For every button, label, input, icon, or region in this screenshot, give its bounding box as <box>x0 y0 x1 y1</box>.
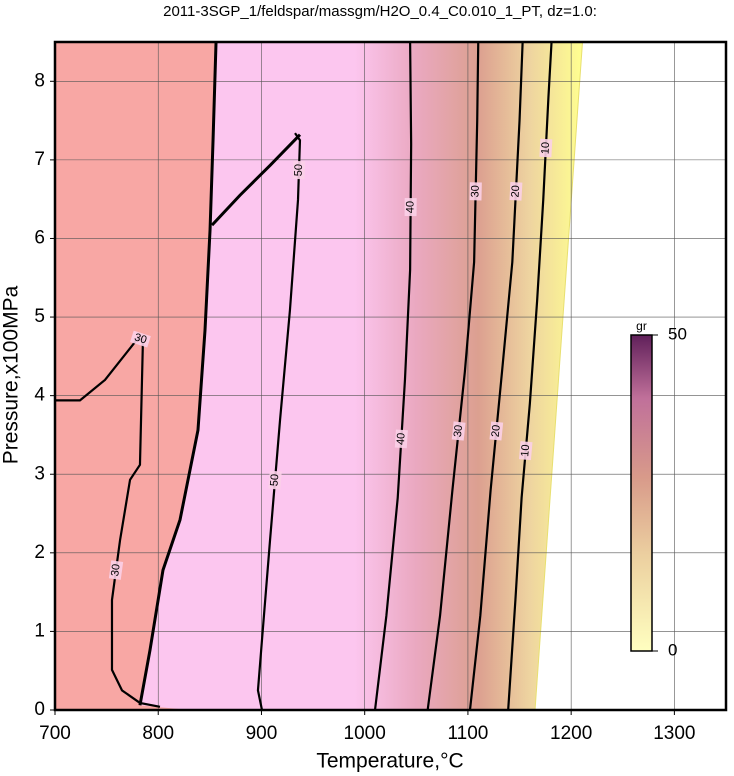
y-tick-label: 8 <box>34 70 45 91</box>
contour-label-bg <box>539 138 553 158</box>
contour-label-bg <box>130 330 151 348</box>
x-tick-label: 700 <box>39 723 71 744</box>
contour-label: 30 <box>109 563 123 577</box>
x-tick-label: 1000 <box>344 723 386 744</box>
colorbar-tick-label: 0 <box>668 640 677 659</box>
contour-label: 40 <box>404 201 416 213</box>
colorbar <box>630 334 653 652</box>
phase-boundary <box>210 133 302 227</box>
contour-label: 30 <box>133 331 148 346</box>
x-tick-label: 1100 <box>447 723 488 744</box>
contour-label-bg <box>292 160 306 180</box>
x-tick-label: 900 <box>246 723 278 744</box>
y-tick-label: 6 <box>34 227 45 248</box>
y-tick-label: 5 <box>34 306 45 327</box>
colorbar-tick-label: 50 <box>668 324 687 343</box>
y-tick-label: 3 <box>34 463 45 484</box>
edge-line <box>534 41 584 711</box>
contour-label-bg <box>268 470 282 490</box>
x-tick-label: 1300 <box>653 723 695 744</box>
contour-line <box>426 41 480 711</box>
contour-line <box>373 41 413 711</box>
contour-label: 20 <box>510 185 523 198</box>
x-tick-label: 1200 <box>550 723 592 744</box>
x-axis-label: Temperature,°C <box>316 750 463 773</box>
contour-label: 20 <box>490 424 503 437</box>
colorbar-label: gr <box>636 319 647 333</box>
chart-title: 2011-3SGP_1/feldspar/massgm/H2O_0.4_C0.0… <box>163 3 597 20</box>
contour-label-bg <box>489 421 504 441</box>
y-axis-label: Pressure,x100MPa <box>0 285 23 464</box>
y-tick-label: 0 <box>34 699 45 720</box>
contour-label: 40 <box>395 432 408 445</box>
x-tick-label: 800 <box>142 723 174 744</box>
contour-label: 50 <box>268 474 281 487</box>
phase-boundary <box>138 41 218 706</box>
contour-label: 30 <box>469 185 481 198</box>
contour-line <box>507 41 553 711</box>
contour-label: 10 <box>519 444 532 457</box>
contour-label: 50 <box>293 164 305 177</box>
contour-label: 30 <box>452 424 465 437</box>
contour-line <box>256 132 302 711</box>
contour-label-bg <box>469 182 482 201</box>
plot-frame <box>53 40 728 712</box>
contour-label-bg <box>451 421 466 441</box>
contour-label-bg <box>518 441 533 461</box>
contour-label: 10 <box>539 142 552 155</box>
contour-label-bg <box>509 182 523 201</box>
y-tick-label: 4 <box>34 385 45 406</box>
red-region <box>55 42 217 710</box>
y-tick-label: 1 <box>34 620 45 641</box>
contour-label-bg <box>108 560 124 580</box>
contour-label-bg <box>404 197 417 217</box>
contour-line <box>55 336 161 708</box>
contour-line <box>468 41 524 711</box>
y-tick-label: 2 <box>34 542 45 563</box>
contour-label-bg <box>394 429 408 449</box>
y-tick-label: 7 <box>34 149 45 170</box>
